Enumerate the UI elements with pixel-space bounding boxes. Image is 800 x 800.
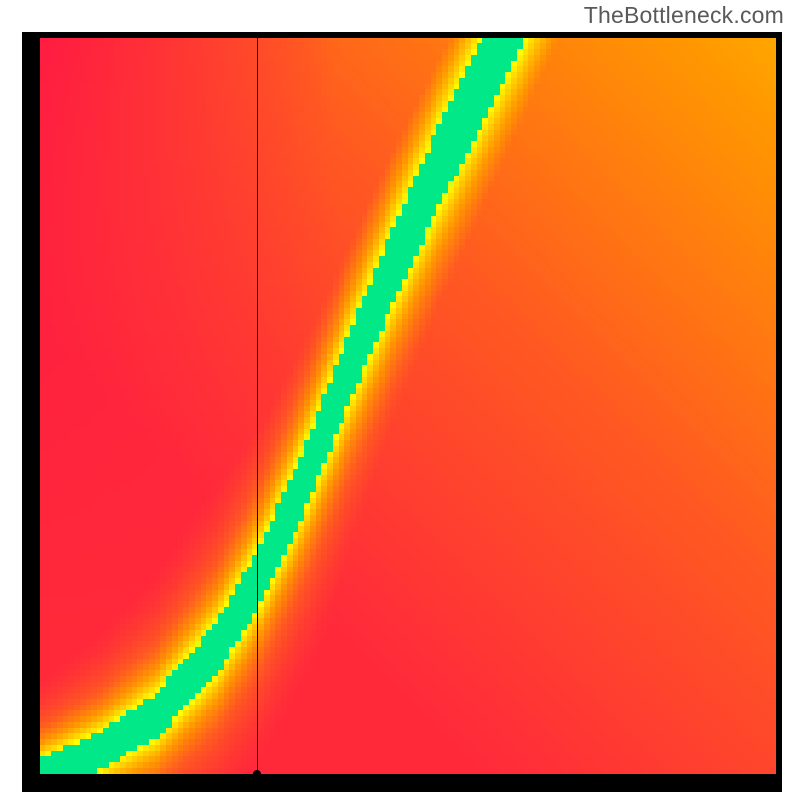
heatmap-canvas (40, 38, 776, 774)
marker-dot (253, 770, 261, 778)
plot-area (40, 38, 776, 774)
plot-frame (22, 32, 782, 792)
chart-container: TheBottleneck.com (0, 0, 800, 800)
watermark-text: TheBottleneck.com (584, 2, 784, 29)
marker-vertical-line (257, 38, 258, 774)
